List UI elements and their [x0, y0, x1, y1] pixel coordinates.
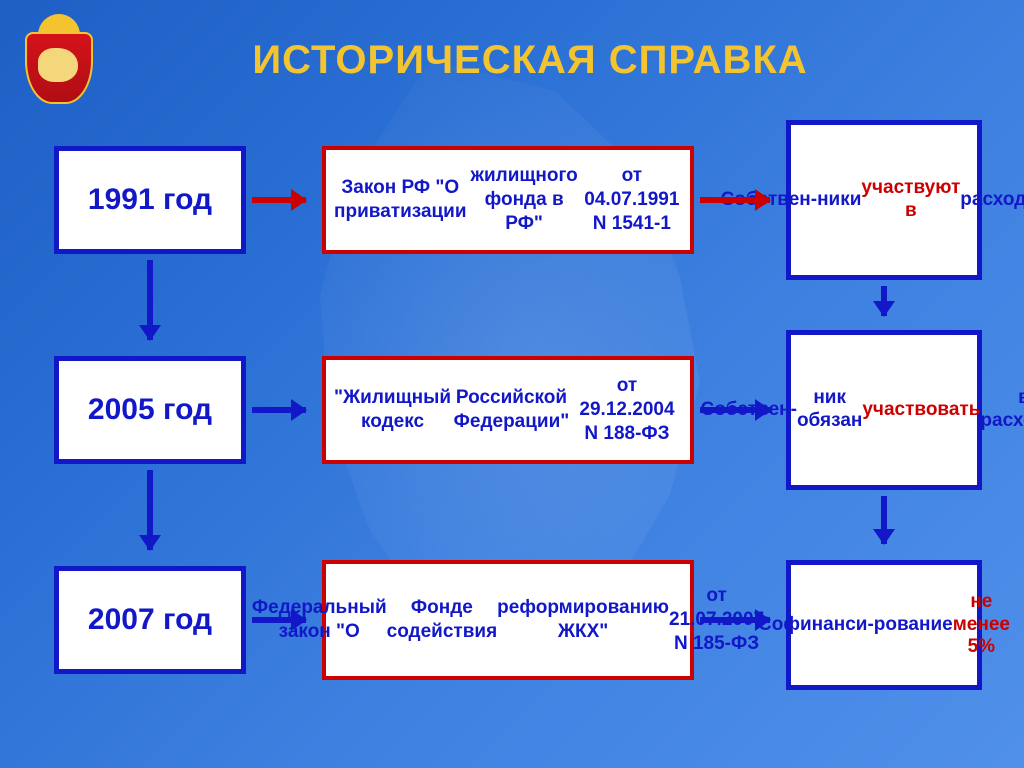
arrow-right-3 [700, 407, 770, 413]
arrow-right-1 [700, 197, 770, 203]
page-title: ИСТОРИЧЕСКАЯ СПРАВКА [180, 38, 880, 83]
law-box-m2007: Федеральный закон "ОФонде содействиярефо… [322, 560, 694, 680]
arrow-right-4 [252, 617, 306, 623]
year-box-y1991: 1991 год [54, 146, 246, 254]
year-box-y2007: 2007 год [54, 566, 246, 674]
arrow-down-2 [881, 286, 887, 316]
year-box-y2005: 2005 год [54, 356, 246, 464]
arrow-right-5 [700, 617, 770, 623]
arrow-down-1 [147, 470, 153, 550]
effect-box-r3: Софинанси-рованиене менее 5% [786, 560, 982, 690]
arrow-right-0 [252, 197, 306, 203]
law-box-m1991: Закон РФ "О приватизациижилищного фонда … [322, 146, 694, 254]
arrow-down-0 [147, 260, 153, 340]
law-box-m2005: "Жилищный кодексРоссийской Федерации"от … [322, 356, 694, 464]
arrow-right-2 [252, 407, 306, 413]
effect-box-r2: Собствен-ник обязанучаствоватьв расходах [786, 330, 982, 490]
arrow-down-3 [881, 496, 887, 544]
region-emblem [22, 18, 96, 106]
effect-box-r1: Собствен-никиучаствуют врасходах [786, 120, 982, 280]
